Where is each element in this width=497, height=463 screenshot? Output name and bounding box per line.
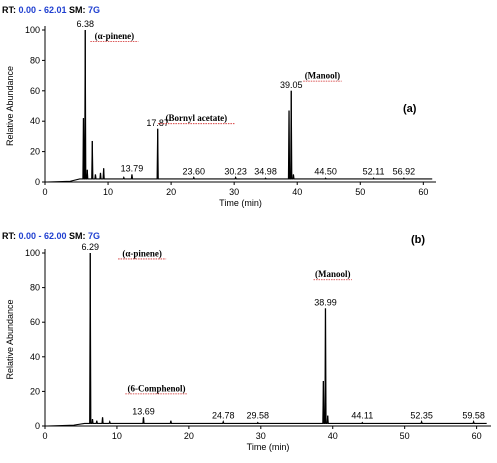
x-tick-label: 10	[112, 431, 122, 441]
compound-annotation: (Manool)	[315, 269, 351, 279]
peak-label: 34.98	[254, 166, 277, 176]
sm-value: 7G	[86, 5, 101, 15]
chromatogram-trace	[47, 252, 487, 427]
y-tick-label: 0	[35, 421, 40, 431]
x-tick-label: 50	[355, 187, 365, 197]
x-tick-label: 20	[166, 187, 176, 197]
peak-label: 6.38	[76, 19, 94, 29]
x-tick-label: 0	[42, 187, 47, 197]
compound-annotation: (α-pinene)	[122, 248, 162, 258]
y-tick-label: 60	[30, 317, 40, 327]
compound-annotation: (Manool)	[305, 71, 341, 81]
rt-range-value: 0.00 - 62.01	[16, 5, 67, 15]
x-tick-label: 20	[184, 431, 194, 441]
peak-label: 23.60	[183, 166, 206, 176]
peak-label: 44.50	[314, 166, 337, 176]
chromatogram-trace	[46, 29, 433, 183]
y-tick-label: 100	[25, 25, 40, 35]
y-tick-label: 40	[30, 116, 40, 126]
x-tick-label: 60	[418, 187, 428, 197]
x-tick-label: 60	[472, 431, 482, 441]
x-tick-label: 40	[292, 187, 302, 197]
compound-annotation: (Bornyl acetate)	[165, 113, 227, 123]
x-axis-title: Time (min)	[247, 442, 290, 452]
y-tick-label: 60	[30, 86, 40, 96]
peak-label: 24.78	[212, 411, 235, 421]
peak-label: 59.58	[462, 411, 485, 421]
header-line: RT: 0.00 - 62.00 SM: 7G	[2, 231, 100, 241]
rt-range-value: 0.00 - 62.00	[16, 231, 67, 241]
peak-label: 52.35	[410, 411, 433, 421]
x-axis-title: Time (min)	[219, 198, 262, 208]
y-tick-label: 40	[30, 352, 40, 362]
x-tick-label: 30	[256, 431, 266, 441]
y-tick-label: 100	[25, 248, 40, 258]
chromatogram-panel-a: RT: 0.00 - 62.01 SM: 7G (a) 0 20 40 60 80 100 0 1…	[2, 5, 436, 208]
chromatogram-panel-b: RT: 0.00 - 62.00 SM: 7G (b) 0 20 40 60 80 100 0 1…	[2, 231, 491, 452]
peak-label: 13.79	[121, 163, 144, 173]
y-axis-title: Relative Abundance	[5, 66, 15, 146]
y-tick-label: 0	[35, 177, 40, 187]
peak-label: 39.05	[280, 80, 303, 90]
peak-label: 44.11	[351, 411, 373, 421]
peak-label: 6.29	[81, 242, 99, 252]
x-tick-label: 40	[328, 431, 338, 441]
peak-label: 56.92	[393, 166, 416, 176]
y-tick-label: 80	[30, 55, 40, 65]
y-axis-title: Relative Abundance	[5, 299, 15, 379]
x-tick-label: 50	[400, 431, 410, 441]
header-line: RT: 0.00 - 62.01 SM: 7G	[2, 5, 100, 15]
x-tick-label: 0	[42, 431, 47, 441]
peak-label: 17.87	[146, 118, 169, 128]
rt-label: RT:	[2, 5, 16, 15]
y-tick-label: 80	[30, 283, 40, 293]
peak-label: 13.69	[132, 406, 155, 416]
peak-label: 38.99	[314, 297, 337, 307]
sm-label: SM:	[67, 231, 86, 241]
peak-label: 30.23	[224, 166, 247, 176]
y-tick-label: 20	[30, 386, 40, 396]
y-tick-label: 20	[30, 147, 40, 157]
panel-tag: (a)	[403, 103, 417, 115]
panel-tag: (b)	[411, 234, 425, 246]
peak-label: 52.11	[363, 166, 385, 176]
compound-annotation: (α-pinene)	[95, 31, 135, 41]
peak-label: 29.58	[247, 411, 270, 421]
x-tick-label: 10	[103, 187, 113, 197]
x-tick-label: 30	[229, 187, 239, 197]
compound-annotation: (6-Comphenol)	[128, 383, 186, 393]
sm-label: SM:	[67, 5, 86, 15]
sm-value: 7G	[86, 231, 101, 241]
rt-label: RT:	[2, 231, 16, 241]
